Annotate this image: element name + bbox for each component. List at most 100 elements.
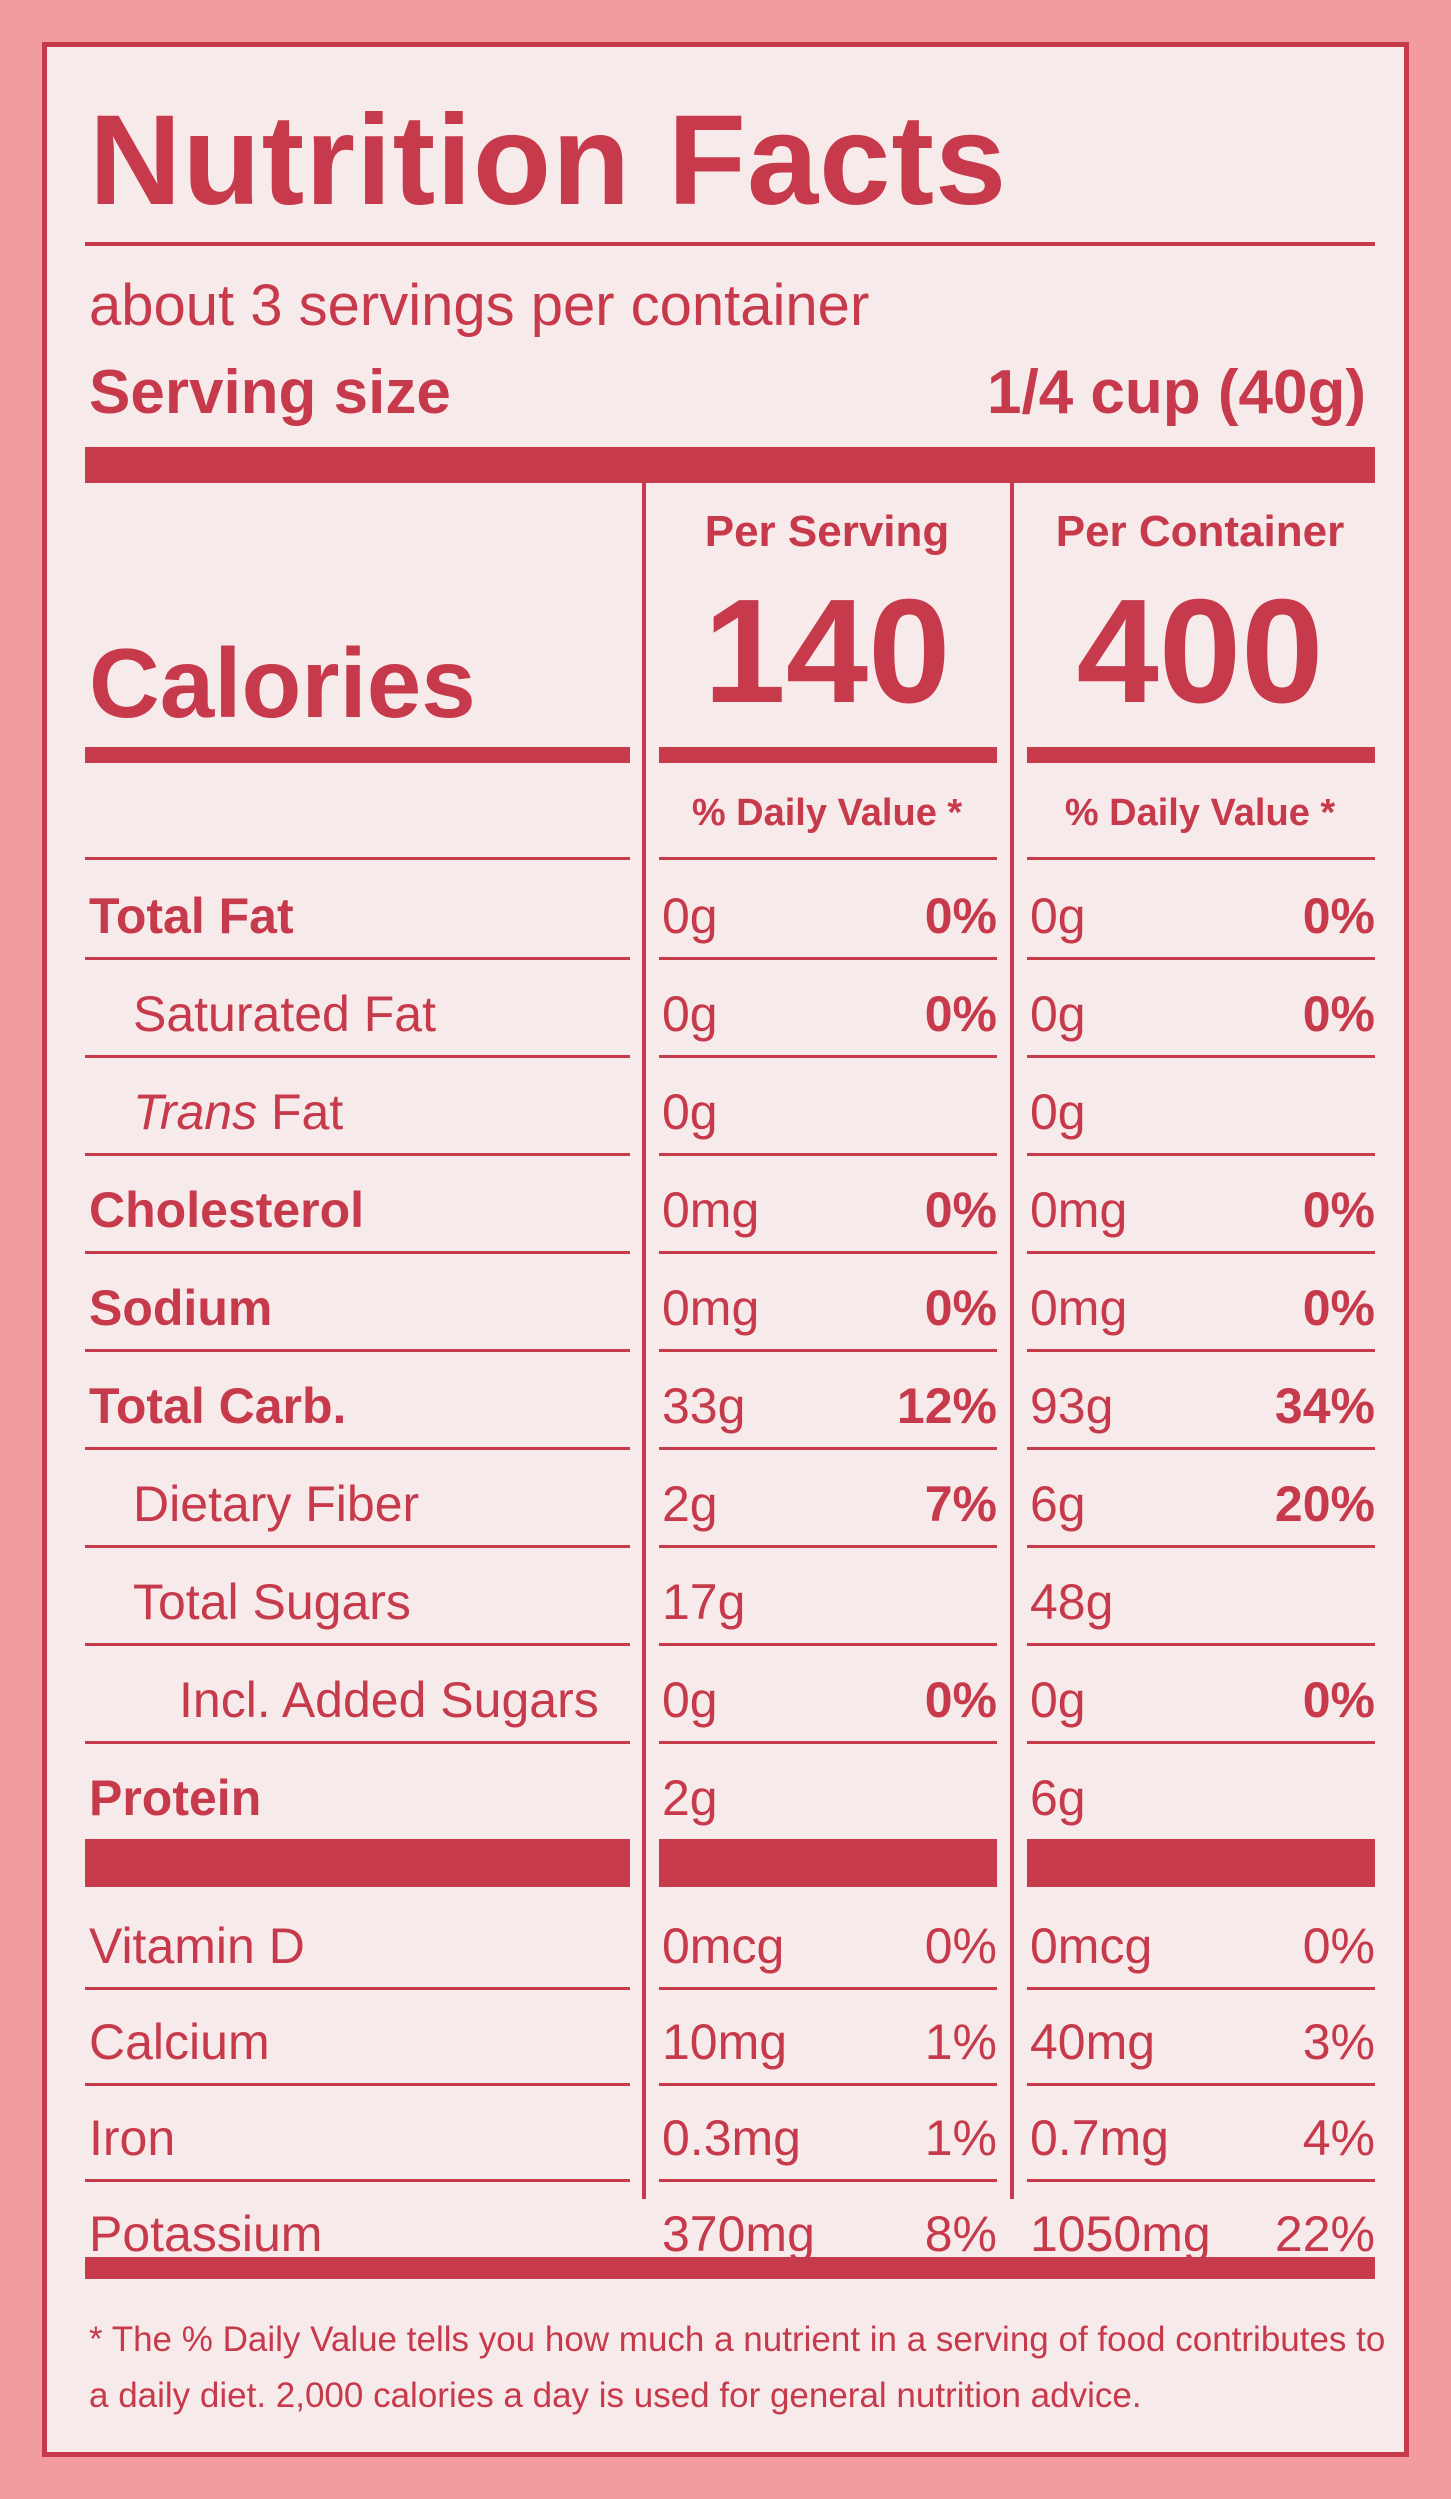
- row-rule: [85, 1153, 630, 1156]
- nutrient-name: Dietary Fiber: [133, 1476, 420, 1532]
- serving-daily-value: 0%: [924, 1918, 997, 1974]
- container-daily-value: 0%: [1302, 888, 1375, 944]
- serving-daily-value: 0%: [924, 888, 997, 944]
- row-rule: [85, 1251, 630, 1254]
- container-daily-value: 3%: [1302, 2014, 1375, 2070]
- row-rule: [1027, 2083, 1375, 2086]
- nutrient-name: Incl. Added Sugars: [179, 1672, 599, 1728]
- container-amount: 48g: [1030, 1574, 1114, 1630]
- row-rule: [1027, 1643, 1375, 1646]
- serving-amount: 0mg: [662, 1280, 760, 1336]
- container-daily-value: 4%: [1302, 2110, 1375, 2166]
- serving-amount: 10mg: [662, 2014, 788, 2070]
- serving-amount: 0mg: [662, 1182, 760, 1238]
- nutrient-name: Protein: [89, 1770, 262, 1826]
- serving-daily-value: 0%: [924, 986, 997, 1042]
- row-rule: [1027, 2179, 1375, 2182]
- row-rule: [1027, 1447, 1375, 1450]
- serving-size-label: Serving size: [89, 358, 451, 427]
- row-rule: [659, 2179, 997, 2182]
- serving-daily-value: 7%: [924, 1476, 997, 1532]
- serving-amount: 370mg: [662, 2206, 815, 2262]
- container-daily-value: 0%: [1302, 1182, 1375, 1238]
- container-amount: 6g: [1030, 1476, 1086, 1532]
- calories-rule-label: [85, 747, 630, 763]
- container-daily-value: 0%: [1302, 1918, 1375, 1974]
- row-rule: [659, 1153, 997, 1156]
- serving-daily-value: 0%: [924, 1672, 997, 1728]
- daily-value-footnote: * The % Daily Value tells you how much a…: [89, 2320, 1386, 2415]
- row-rule: [1027, 1251, 1375, 1254]
- nutrient-name-text: Fat: [271, 1084, 344, 1140]
- nutrient-name: Cholesterol: [89, 1182, 365, 1238]
- row-rule: [85, 1643, 630, 1646]
- container-amount: 93g: [1030, 1378, 1114, 1434]
- serving-amount: 33g: [662, 1378, 746, 1434]
- vitamin-divider-container: [1027, 1839, 1375, 1887]
- row-rule: [85, 2179, 630, 2182]
- serving-daily-value: 1%: [924, 2110, 997, 2166]
- container-amount: 1050mg: [1030, 2206, 1211, 2262]
- row-rule: [659, 1741, 997, 1744]
- serving-amount: 17g: [662, 1574, 746, 1630]
- container-amount: 40mg: [1030, 2014, 1156, 2070]
- row-rule: [1027, 1545, 1375, 1548]
- serving-amount: 0g: [662, 888, 718, 944]
- container-daily-value: 34%: [1274, 1378, 1375, 1434]
- row-rule: [1027, 1741, 1375, 1744]
- vitamin-divider-label: [85, 1839, 630, 1887]
- nutrient-name: Total Sugars: [133, 1574, 411, 1630]
- nutrient-name-italic: Trans: [133, 1084, 258, 1140]
- container-amount: 0g: [1030, 1672, 1086, 1728]
- row-rule: [85, 857, 630, 860]
- nutrient-name: Iron: [89, 2110, 176, 2166]
- row-rule: [659, 1349, 997, 1352]
- row-rule: [85, 2083, 630, 2086]
- thick-divider-top: [85, 447, 1375, 483]
- serving-amount: 0.3mg: [662, 2110, 801, 2166]
- nutrient-name: Sodium: [89, 1280, 273, 1336]
- panel-title: Nutrition Facts: [89, 89, 1008, 232]
- row-rule: [1027, 857, 1375, 860]
- column-divider-2: [1010, 483, 1014, 2199]
- row-rule: [659, 1643, 997, 1646]
- serving-amount: 0mcg: [662, 1918, 785, 1974]
- serving-daily-value: 12%: [896, 1378, 997, 1434]
- row-rule: [85, 1987, 630, 1990]
- per-serving-header: Per Serving: [704, 507, 950, 556]
- container-amount: 0mg: [1030, 1182, 1128, 1238]
- nutrient-name: Saturated Fat: [133, 986, 436, 1042]
- row-rule: [85, 1055, 630, 1058]
- container-daily-value: 0%: [1302, 1280, 1375, 1336]
- calories-per-container: 400: [1076, 569, 1324, 734]
- serving-daily-value: 1%: [924, 2014, 997, 2070]
- row-rule: [1027, 1349, 1375, 1352]
- row-rule: [85, 1545, 630, 1548]
- serving-amount: 2g: [662, 1476, 718, 1532]
- container-daily-value: 20%: [1274, 1476, 1375, 1532]
- row-rule: [659, 2083, 997, 2086]
- title-rule: [85, 242, 1375, 246]
- container-daily-value: 0%: [1302, 986, 1375, 1042]
- nutrient-name: Vitamin D: [89, 1918, 305, 1974]
- serving-daily-value: 0%: [924, 1182, 997, 1238]
- nutrient-name: Trans Fat: [133, 1083, 343, 1141]
- nutrient-name: Total Carb.: [89, 1378, 347, 1434]
- row-rule: [659, 1251, 997, 1254]
- serving-amount: 0g: [662, 986, 718, 1042]
- nutrition-facts-panel: Nutrition Facts about 3 servings per con…: [42, 42, 1409, 2457]
- daily-value-header-container: % Daily Value *: [1064, 792, 1336, 834]
- row-rule: [659, 1545, 997, 1548]
- row-rule: [85, 1349, 630, 1352]
- row-rule: [659, 1055, 997, 1058]
- calories-per-serving: 140: [703, 569, 951, 734]
- row-rule: [85, 1741, 630, 1744]
- serving-daily-value: 0%: [924, 1280, 997, 1336]
- row-rule: [85, 957, 630, 960]
- daily-value-header-serving: % Daily Value *: [691, 792, 963, 834]
- column-divider-1: [642, 483, 646, 2199]
- serving-amount: 2g: [662, 1770, 718, 1826]
- container-amount: 0mg: [1030, 1280, 1128, 1336]
- serving-daily-value: 8%: [924, 2206, 997, 2262]
- container-amount: 0mcg: [1030, 1918, 1153, 1974]
